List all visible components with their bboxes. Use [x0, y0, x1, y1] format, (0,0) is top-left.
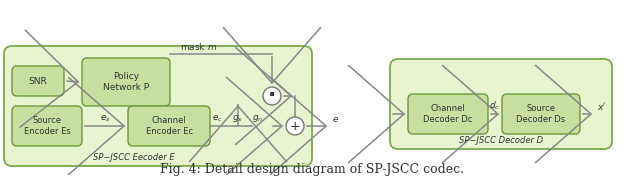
Circle shape [263, 87, 281, 105]
Text: $e_s$: $e_s$ [100, 114, 110, 124]
Text: +: + [290, 119, 300, 132]
Text: $e$: $e$ [332, 115, 339, 124]
Text: $d_c$: $d_c$ [489, 100, 500, 112]
Text: mask $\mathit{m}$: mask $\mathit{m}$ [180, 41, 217, 52]
Text: $x'$: $x'$ [597, 101, 607, 112]
Text: Channel
Decoder Dc: Channel Decoder Dc [423, 104, 473, 124]
Text: Policy
Network P: Policy Network P [103, 72, 149, 92]
FancyBboxPatch shape [502, 94, 580, 134]
FancyBboxPatch shape [128, 106, 210, 146]
FancyBboxPatch shape [12, 106, 82, 146]
Text: SP−JSCC Decoder D: SP−JSCC Decoder D [459, 136, 543, 145]
FancyBboxPatch shape [12, 66, 64, 96]
Text: SNR: SNR [29, 77, 47, 86]
Text: SP−JSCC Eecoder E: SP−JSCC Eecoder E [92, 153, 174, 162]
FancyBboxPatch shape [4, 46, 312, 166]
FancyBboxPatch shape [408, 94, 488, 134]
Text: ·: · [268, 86, 276, 105]
Circle shape [286, 117, 304, 135]
FancyBboxPatch shape [82, 58, 170, 106]
Text: Fig. 4: Detail design diagram of SP-JSCC codec.: Fig. 4: Detail design diagram of SP-JSCC… [160, 163, 464, 176]
Text: Source
Encoder Es: Source Encoder Es [24, 116, 71, 136]
Text: Source
Decoder Ds: Source Decoder Ds [517, 104, 565, 124]
Text: Channel
Encoder Ec: Channel Encoder Ec [145, 116, 192, 136]
Text: $e_c$: $e_c$ [212, 114, 223, 124]
Text: $g_n$: $g_n$ [252, 113, 263, 124]
Text: $g_s$: $g_s$ [232, 113, 243, 124]
FancyBboxPatch shape [390, 59, 612, 149]
